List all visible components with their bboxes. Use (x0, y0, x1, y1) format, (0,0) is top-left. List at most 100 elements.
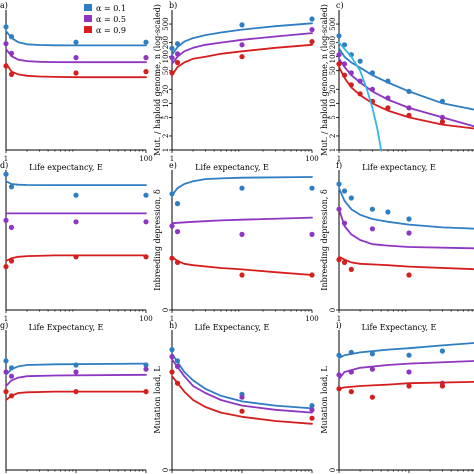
point-c-0-4 (369, 70, 375, 76)
y-axis-label-h: Mutation load, L (153, 366, 162, 434)
point-c-0-7 (439, 98, 445, 104)
x-axis-label-a: Life expectancy, E (29, 163, 103, 172)
panel-e: 1 100 0 Life Expectancy, E Inbreeding depres… (153, 161, 319, 332)
point-a-1-1 (8, 50, 15, 57)
point-b-2-2 (239, 54, 245, 60)
point-b-1-2 (239, 42, 245, 48)
point-f-1-0 (336, 206, 342, 212)
point-g-2-1 (8, 393, 15, 399)
panel-label-c: c) (336, 1, 344, 10)
panel-label-i: i) (336, 321, 342, 330)
point-g-0-0 (3, 358, 9, 364)
y-axis-label-c: Mut. / haploid genome, n (log-scaled) (320, 4, 329, 156)
point-b-1-0 (169, 55, 175, 61)
point-g-1-0 (3, 369, 9, 375)
point-h-0-0 (169, 347, 175, 353)
point-i-2-0 (336, 386, 342, 392)
point-d-1-1 (8, 224, 15, 230)
x-tick-label-c-0: 1 (337, 155, 341, 163)
y-tick-label-b-5: 50 (162, 66, 170, 75)
series-line-e-1 (171, 216, 313, 225)
point-b-2-0 (169, 70, 175, 76)
point-h-2-0 (169, 369, 175, 375)
y-axis-label-b: Mut. / haploid genome, n (log-scaled) (153, 4, 162, 156)
point-b-0-3 (309, 16, 315, 22)
point-h-1-3 (309, 407, 315, 413)
y-tick-label-c-7: 200 (329, 36, 337, 49)
legend-swatch-0 (84, 4, 92, 11)
y-tick-label-b-0: 1 (162, 148, 170, 152)
point-c-2-6 (406, 112, 412, 118)
point-e-2-1 (174, 259, 181, 265)
point-i-1-0 (336, 372, 342, 378)
point-i-2-2 (369, 394, 375, 400)
point-b-0-0 (169, 45, 175, 52)
y-tick-label-e-0: 0 (162, 308, 170, 312)
x-axis-label-c: Life expectancy, E (362, 163, 436, 172)
panel-label-b: b) (169, 1, 177, 10)
point-b-1-1 (174, 51, 181, 57)
series-line-b-2 (171, 43, 313, 77)
point-e-2-3 (309, 272, 315, 278)
axis-frame-g (5, 330, 146, 471)
series-line-i-1 (338, 360, 474, 380)
y-tick-label-c-1: 2 (329, 134, 337, 138)
panel-label-f: f) (336, 161, 342, 170)
series-line-a-1 (5, 48, 147, 64)
x-tick-label-d-0: 1 (4, 315, 8, 323)
point-i-2-4 (439, 383, 445, 389)
point-e-0-3 (309, 185, 315, 191)
point-d-1-0 (3, 217, 9, 223)
x-tick-label-e-1: 100 (305, 315, 318, 323)
panel-label-a: a) (0, 1, 8, 10)
y-tick-label-c-5: 50 (329, 66, 337, 75)
point-d-0-2 (73, 192, 79, 198)
point-f-1-1 (341, 220, 348, 226)
point-c-1-1 (341, 61, 348, 67)
point-c-2-5 (385, 105, 391, 111)
axis-frame-d (5, 170, 146, 311)
point-i-1-1 (348, 369, 354, 375)
y-tick-label-c-8: 500 (329, 17, 337, 30)
point-a-0-1 (8, 34, 15, 40)
x-axis-label-d: Life Expectancy, E (29, 323, 104, 332)
x-axis-label-b: Life expectancy, E (195, 163, 269, 172)
point-d-2-2 (73, 254, 79, 260)
x-axis-label-e: Life Expectancy, E (195, 323, 270, 332)
axis-frame-e (171, 170, 312, 311)
panel-h: 1101000Life Expectancy, EMutation load, … (153, 321, 315, 473)
point-f-0-5 (406, 216, 412, 222)
x-tick-label-d-1: 100 (139, 315, 152, 323)
point-a-2-2 (73, 70, 79, 76)
series-line-f-2 (338, 255, 474, 271)
point-a-1-2 (73, 55, 79, 61)
point-d-1-3 (143, 219, 149, 225)
y-tick-label-b-6: 100 (162, 50, 170, 63)
point-i-1-2 (369, 366, 375, 372)
y-tick-label-b-1: 2 (162, 134, 170, 138)
panel-label-d: d) (0, 161, 8, 170)
point-g-2-0 (3, 389, 9, 395)
point-c-2-1 (341, 72, 348, 78)
point-c-2-0 (336, 61, 342, 67)
panel-c: 110125102050100200500Life expectancy, EM… (320, 1, 474, 172)
x-tick-label-b-0: 1 (170, 155, 174, 163)
legend-label-1: α = 0.5 (96, 15, 126, 24)
point-i-2-3 (406, 383, 412, 389)
point-g-2-2 (73, 389, 79, 395)
point-g-2-3 (143, 389, 149, 395)
y-tick-label-b-4: 20 (162, 85, 170, 94)
y-axis-label-i: Mutation load, L (320, 366, 329, 434)
series-line-f-1 (338, 208, 474, 250)
point-e-1-2 (239, 231, 245, 237)
series-line-e-2 (171, 255, 313, 276)
y-tick-label-b-2: 5 (162, 115, 170, 119)
point-h-0-3 (309, 403, 315, 409)
series-line-e-0 (171, 176, 313, 197)
point-h-1-0 (169, 354, 175, 360)
point-g-1-3 (143, 366, 149, 372)
point-h-0-1 (174, 358, 181, 364)
point-c-1-2 (348, 70, 354, 76)
legend-label-0: α = 0.1 (96, 4, 126, 13)
